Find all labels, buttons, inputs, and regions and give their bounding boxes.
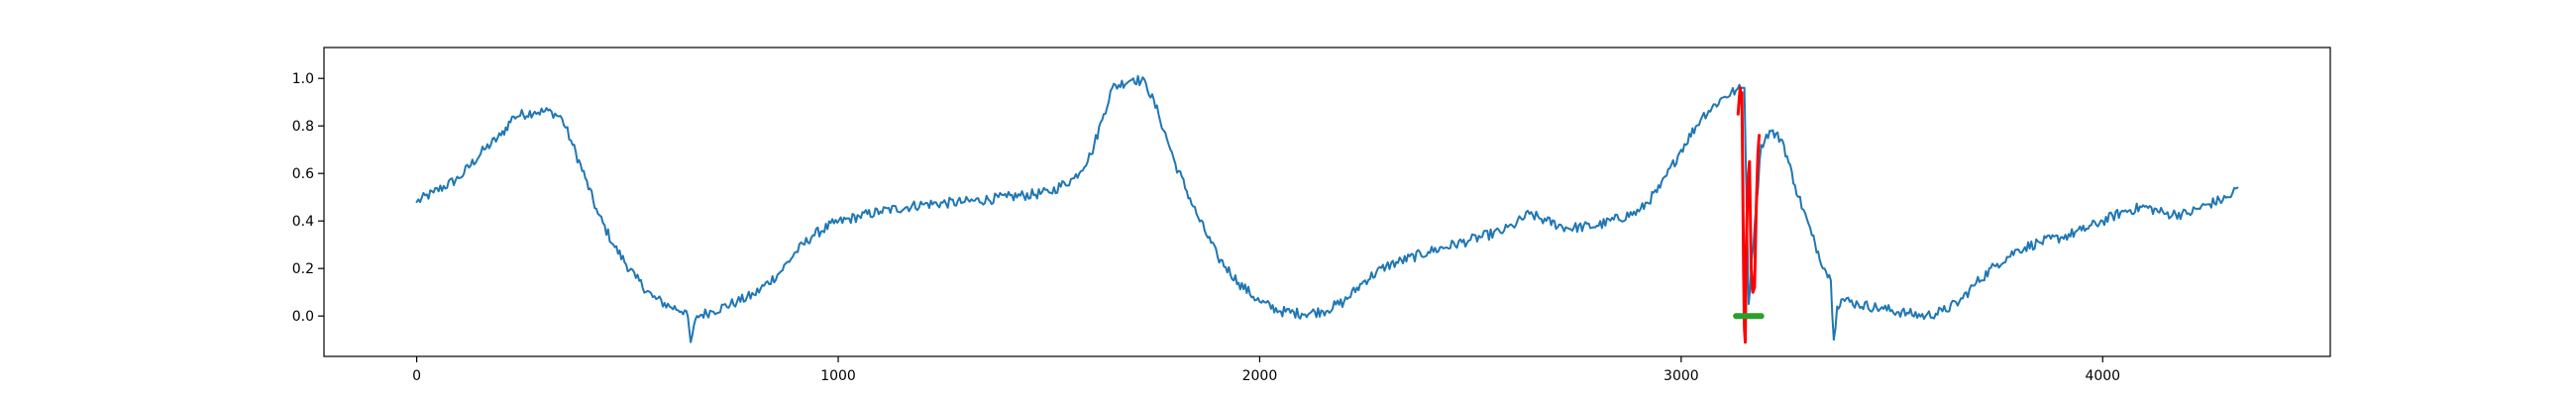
ticks-layer: 0 1000 2000 3000 4000 0.0 0.2 0.4 0.6 0.8 1.0 <box>292 71 2120 384</box>
y-tick-label: 1.0 <box>292 71 314 87</box>
series-line-0 <box>415 74 2239 344</box>
y-tick-label: 0.8 <box>292 119 314 135</box>
y-tick-label: 0.6 <box>292 166 314 182</box>
x-tick-label: 1000 <box>820 368 856 384</box>
y-tick-label: 0.0 <box>292 309 314 325</box>
plot-frame <box>323 47 2331 357</box>
x-tick-label: 4000 <box>2085 368 2120 384</box>
series-line-1 <box>1736 86 1762 345</box>
x-tick-label: 2000 <box>1242 368 1278 384</box>
y-tick-label: 0.2 <box>292 261 314 277</box>
series-layer <box>415 74 2239 345</box>
x-tick-label: 0 <box>412 368 421 384</box>
x-tick-label: 3000 <box>1664 368 1699 384</box>
plot-area <box>324 48 2330 356</box>
y-tick-label: 0.4 <box>292 214 314 230</box>
